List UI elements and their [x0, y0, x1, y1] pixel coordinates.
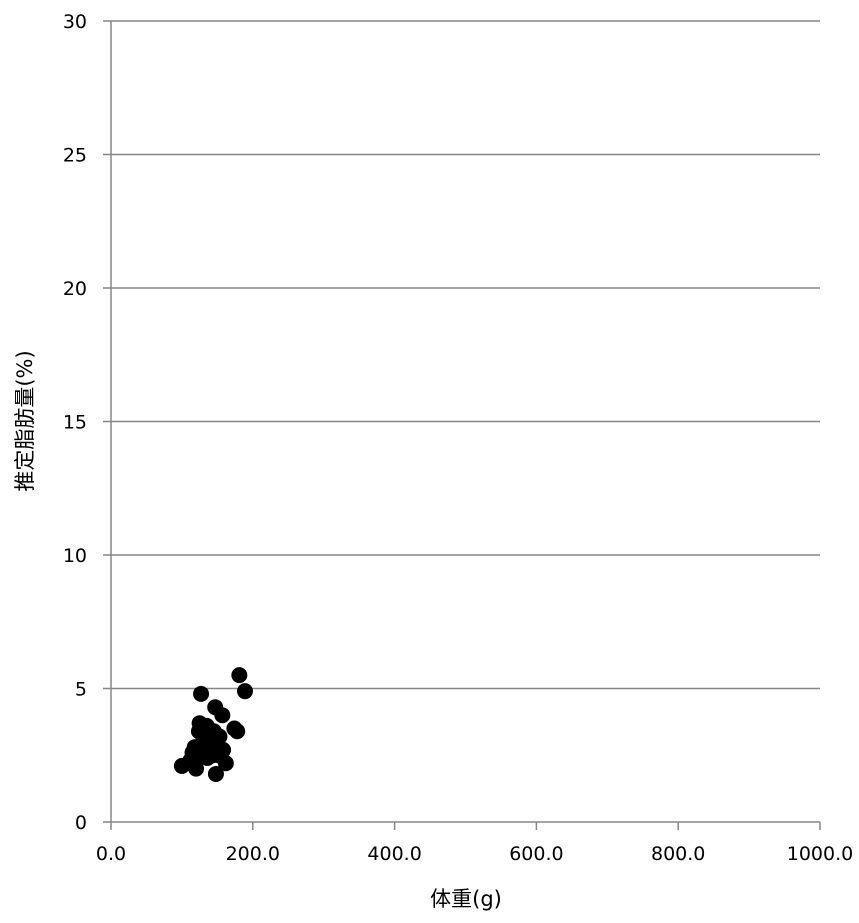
gridlines	[103, 20, 820, 690]
data-point	[231, 667, 248, 684]
y-axis-title: 推定脂肪量(%)	[13, 350, 37, 491]
data-point	[188, 760, 205, 777]
x-tick-label: 400.0	[367, 843, 421, 865]
y-tick-label: 25	[63, 145, 87, 167]
x-tick-label: 600.0	[509, 843, 563, 865]
y-tick-label: 20	[63, 278, 87, 300]
y-tick-label: 30	[63, 11, 87, 33]
y-tick-label: 10	[63, 545, 87, 567]
y-axis-ticks: 0 5 10 15 20 25 30	[63, 11, 111, 834]
data-point	[217, 755, 234, 772]
data-point	[215, 741, 232, 758]
y-tick-label: 0	[75, 812, 87, 834]
data-point	[237, 683, 254, 700]
data-point	[193, 685, 210, 702]
x-axis-ticks: 0.0 200.0 400.0 600.0 800.0 1000.0	[96, 822, 853, 865]
x-tick-label: 0.0	[96, 843, 126, 865]
y-tick-label: 5	[75, 679, 87, 701]
y-tick-label: 15	[63, 412, 87, 434]
data-point	[211, 728, 228, 745]
axes	[110, 21, 820, 823]
x-axis-title: 体重(g)	[430, 887, 502, 911]
data-point	[207, 765, 224, 782]
data-point	[214, 707, 231, 724]
data-point	[229, 723, 246, 740]
x-tick-label: 800.0	[651, 843, 705, 865]
x-tick-label: 200.0	[226, 843, 280, 865]
x-tick-label: 1000.0	[787, 843, 853, 865]
data-points	[173, 667, 254, 782]
